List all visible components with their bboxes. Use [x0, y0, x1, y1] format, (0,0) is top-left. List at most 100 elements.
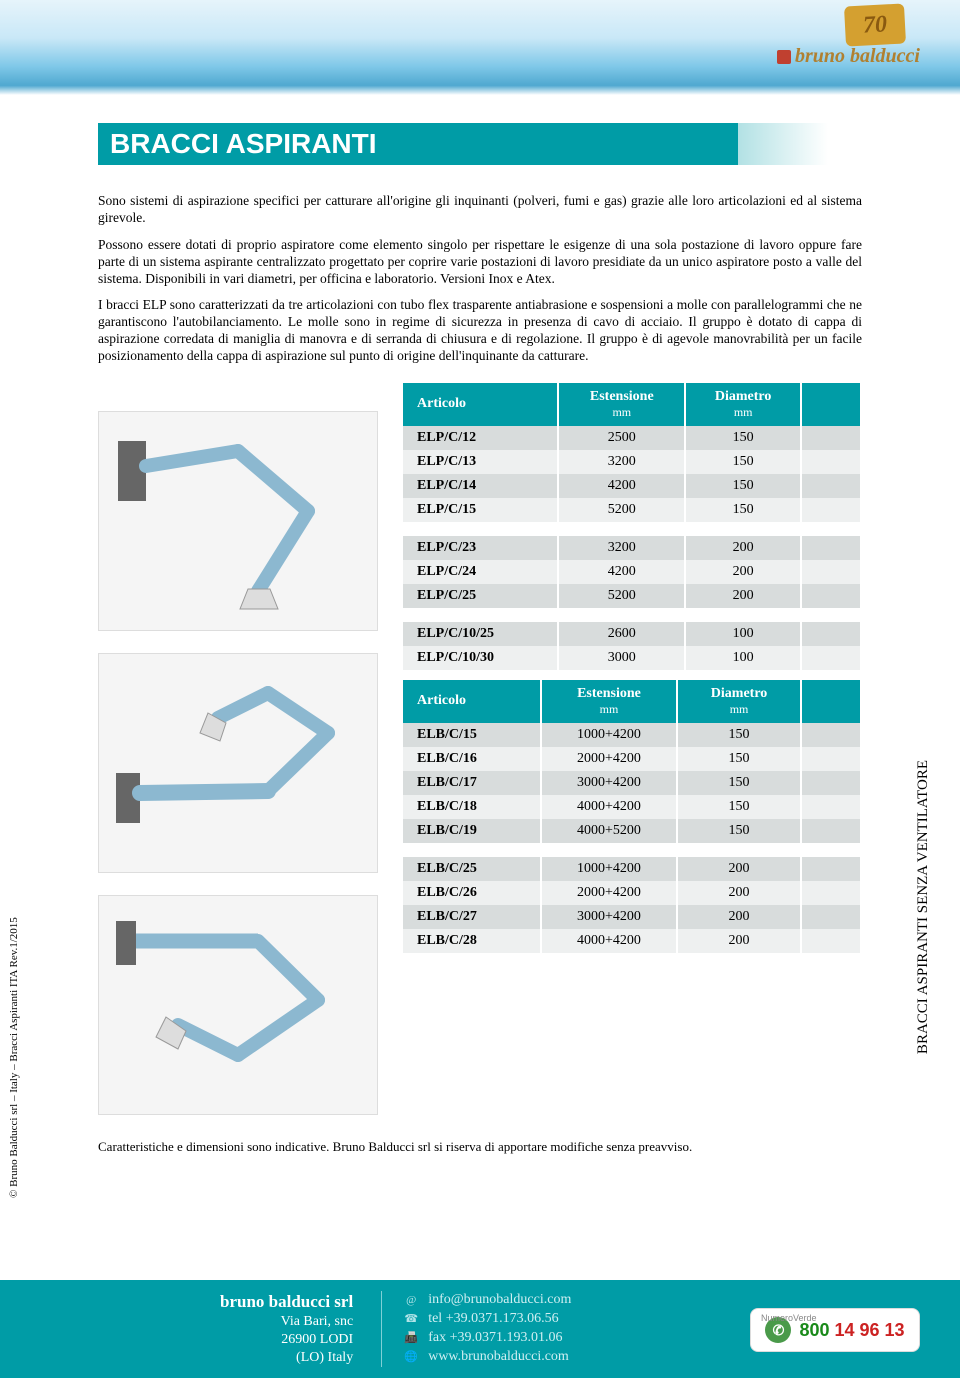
table-row: ELP/C/10/303000100: [403, 646, 861, 670]
t1-h2: Estensionemm: [558, 383, 685, 426]
cell-article: ELB/C/17: [403, 771, 541, 795]
cell-empty: [801, 622, 861, 646]
cell-dia: 200: [685, 536, 801, 560]
cell-article: ELP/C/15: [403, 498, 558, 522]
disclaimer: Caratteristiche e dimensioni sono indica…: [98, 1139, 862, 1155]
header-banner: 70 bruno balducci: [0, 0, 960, 95]
cell-ext: 3000+4200: [541, 771, 677, 795]
cell-dia: 150: [685, 426, 801, 450]
footer-email: info@brunobalducci.com: [428, 1291, 571, 1310]
footer-company-name: bruno balducci srl: [220, 1291, 353, 1313]
page-title: BRACCI ASPIRANTI: [98, 123, 738, 165]
cell-empty: [801, 929, 861, 953]
t1-h1: Articolo: [403, 383, 558, 426]
cell-empty: [801, 819, 861, 843]
green-label: NumeroVerde: [761, 1313, 817, 1323]
cell-article: ELB/C/19: [403, 819, 541, 843]
cell-dia: 150: [685, 474, 801, 498]
t1-h4: [801, 383, 861, 426]
cell-article: ELB/C/18: [403, 795, 541, 819]
cell-dia: 200: [677, 905, 801, 929]
table-row: ELB/C/173000+4200150: [403, 771, 861, 795]
cell-dia: 150: [677, 795, 801, 819]
images-column: [98, 383, 403, 1115]
cell-empty: [801, 536, 861, 560]
cell-ext: 5200: [558, 498, 685, 522]
cell-article: ELP/C/13: [403, 450, 558, 474]
table-row: ELB/C/151000+4200150: [403, 723, 861, 747]
table-row: ELB/C/194000+5200150: [403, 819, 861, 843]
t2-h1: Articolo: [403, 680, 541, 723]
copyright-vertical: © Bruno Balducci srl – Italy – Bracci As…: [8, 917, 20, 1198]
cell-article: ELP/C/23: [403, 536, 558, 560]
cell-article: ELB/C/27: [403, 905, 541, 929]
t2-h3: Diametromm: [677, 680, 801, 723]
table-row: ELB/C/162000+4200150: [403, 747, 861, 771]
cell-empty: [801, 747, 861, 771]
spec-table-2: Articolo Estensionemm Diametromm ELB/C/1…: [403, 680, 862, 953]
cell-ext: 3000+4200: [541, 905, 677, 929]
cell-article: ELB/C/15: [403, 723, 541, 747]
product-image-1: [98, 411, 378, 631]
section-label-vertical: BRACCI ASPIRANTI SENZA VENTILATORE: [915, 760, 932, 1054]
green-number-badge: NumeroVerde ✆ 800 14 96 13: [750, 1308, 920, 1352]
table-row: ELB/C/184000+4200150: [403, 795, 861, 819]
product-image-2: [98, 653, 378, 873]
body-text: Sono sistemi di aspirazione specifici pe…: [98, 193, 862, 365]
brand-mark-icon: [777, 50, 791, 64]
phone-icon: ☎: [404, 1312, 418, 1327]
cell-ext: 4000+4200: [541, 795, 677, 819]
cell-empty: [801, 723, 861, 747]
cell-ext: 1000+4200: [541, 723, 677, 747]
cell-empty: [801, 498, 861, 522]
cell-ext: 1000+4200: [541, 857, 677, 881]
cell-ext: 2000+4200: [541, 881, 677, 905]
cell-dia: 150: [677, 723, 801, 747]
cell-ext: 2500: [558, 426, 685, 450]
cell-empty: [801, 426, 861, 450]
content-row: Articolo Estensionemm Diametromm ELP/C/1…: [0, 383, 960, 1115]
cell-empty: [801, 450, 861, 474]
cell-ext: 5200: [558, 584, 685, 608]
cell-empty: [801, 771, 861, 795]
table-row: ELB/C/251000+4200200: [403, 857, 861, 881]
cell-ext: 3200: [558, 536, 685, 560]
footer-web: www.brunobalducci.com: [428, 1348, 569, 1367]
tables-column: Articolo Estensionemm Diametromm ELP/C/1…: [403, 383, 862, 1115]
cell-article: ELP/C/24: [403, 560, 558, 584]
table-row: ELP/C/155200150: [403, 498, 861, 522]
footer-company: bruno balducci srl Via Bari, snc 26900 L…: [220, 1291, 353, 1368]
footer-tel: tel +39.0371.173.06.56: [428, 1310, 558, 1329]
paragraph-1: Sono sistemi di aspirazione specifici pe…: [98, 193, 862, 227]
table-row: ELP/C/144200150: [403, 474, 861, 498]
cell-ext: 4200: [558, 560, 685, 584]
table-row: ELP/C/10/252600100: [403, 622, 861, 646]
table-row: ELP/C/255200200: [403, 584, 861, 608]
table-row: ELB/C/273000+4200200: [403, 905, 861, 929]
cell-dia: 150: [685, 450, 801, 474]
fax-icon: 📠: [404, 1331, 418, 1346]
table-row: ELP/C/122500150: [403, 426, 861, 450]
paragraph-2: Possono essere dotati di proprio aspirat…: [98, 237, 862, 288]
cell-ext: 2600: [558, 622, 685, 646]
cell-dia: 150: [677, 819, 801, 843]
footer-fax: fax +39.0371.193.01.06: [428, 1329, 562, 1348]
cell-dia: 200: [677, 881, 801, 905]
cell-dia: 200: [685, 560, 801, 584]
cell-dia: 150: [677, 771, 801, 795]
cell-dia: 100: [685, 646, 801, 670]
cell-empty: [801, 857, 861, 881]
footer-addr2: 26900 LODI: [220, 1331, 353, 1349]
cell-empty: [801, 881, 861, 905]
cell-ext: 2000+4200: [541, 747, 677, 771]
cell-article: ELP/C/10/25: [403, 622, 558, 646]
footer-addr1: Via Bari, snc: [220, 1313, 353, 1331]
product-image-3: [98, 895, 378, 1115]
t1-h3: Diametromm: [685, 383, 801, 426]
cell-ext: 3200: [558, 450, 685, 474]
paragraph-3: I bracci ELP sono caratterizzati da tre …: [98, 297, 862, 365]
footer-contacts: @info@brunobalducci.com ☎tel +39.0371.17…: [381, 1291, 571, 1367]
cell-article: ELB/C/25: [403, 857, 541, 881]
t2-h4: [801, 680, 861, 723]
cell-empty: [801, 584, 861, 608]
